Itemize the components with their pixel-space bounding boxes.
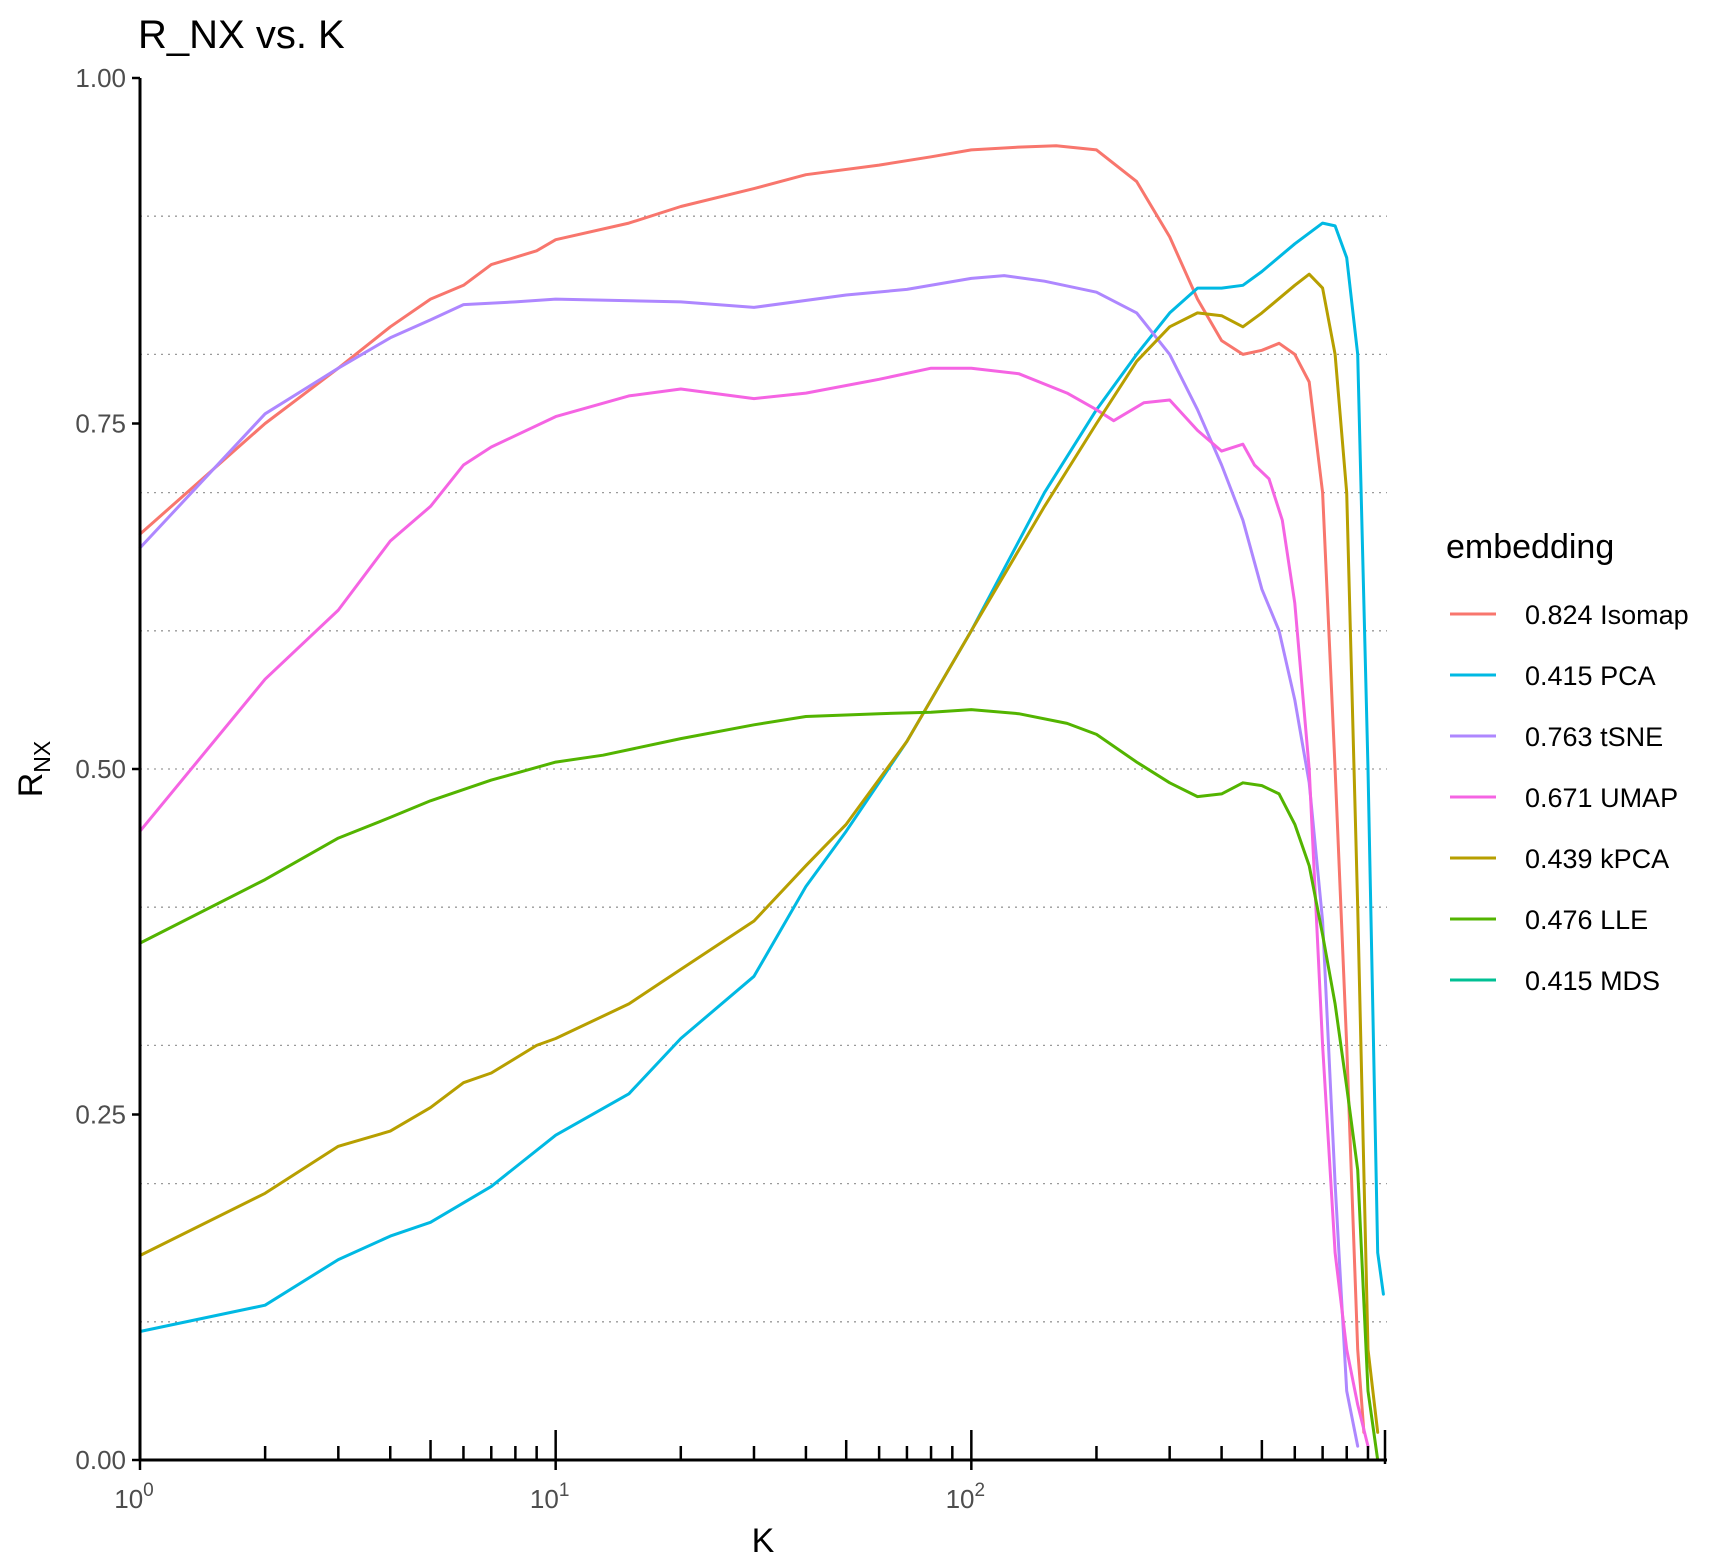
y-axis-ticks: 0.00 0.25 0.50 0.75 1.00 [75,63,140,1475]
series-line-5 [138,708,1380,1462]
legend-label: 0.439 kPCA [1525,844,1669,874]
series-line-1 [138,221,1385,1333]
legend-label: 0.415 PCA [1525,661,1656,691]
legend: 0.824 Isomap 0.415 PCA 0.763 tSNE 0.671 UMA… [1450,600,1689,996]
x-tick-label: 101 [530,1480,570,1514]
grid-lines [140,215,1387,1323]
chart-title: R_NX vs. K [138,13,345,57]
x-axis-title: K [752,1522,775,1560]
y-axis-title-subscript: NX [29,741,55,773]
legend-label: 0.671 UMAP [1525,783,1678,813]
legend-label: 0.824 Isomap [1525,600,1689,630]
y-tick-label: 0.25 [75,1100,126,1130]
legend-label: 0.763 tSNE [1525,722,1663,752]
y-axis-title-main: R [12,773,50,798]
x-tick-exponent: 0 [143,1480,154,1501]
x-axis-ticks: 100 101 102 [114,1430,1387,1514]
legend-label: 0.476 LLE [1525,905,1648,935]
x-tick-label: 102 [946,1480,986,1514]
x-tick-exponent: 2 [975,1480,986,1501]
x-tick-exponent: 1 [559,1480,570,1501]
x-tick-base: 10 [114,1484,143,1514]
x-tick-base: 10 [946,1484,975,1514]
x-tick-label: 100 [114,1480,154,1514]
series-line-3 [138,366,1370,1448]
y-tick-label: 0.00 [75,1445,126,1475]
y-tick-label: 0.75 [75,409,126,439]
series-lines [138,144,1385,1462]
y-tick-label: 0.50 [75,754,126,784]
y-axis-title: RNX [12,741,55,798]
series-line-0 [138,144,1366,1434]
legend-title: embedding [1446,528,1614,566]
legend-label: 0.415 MDS [1525,966,1660,996]
series-line-4 [138,272,1380,1434]
x-tick-base: 10 [530,1484,559,1514]
y-tick-label: 1.00 [75,63,126,93]
series-line-2 [138,274,1360,1448]
